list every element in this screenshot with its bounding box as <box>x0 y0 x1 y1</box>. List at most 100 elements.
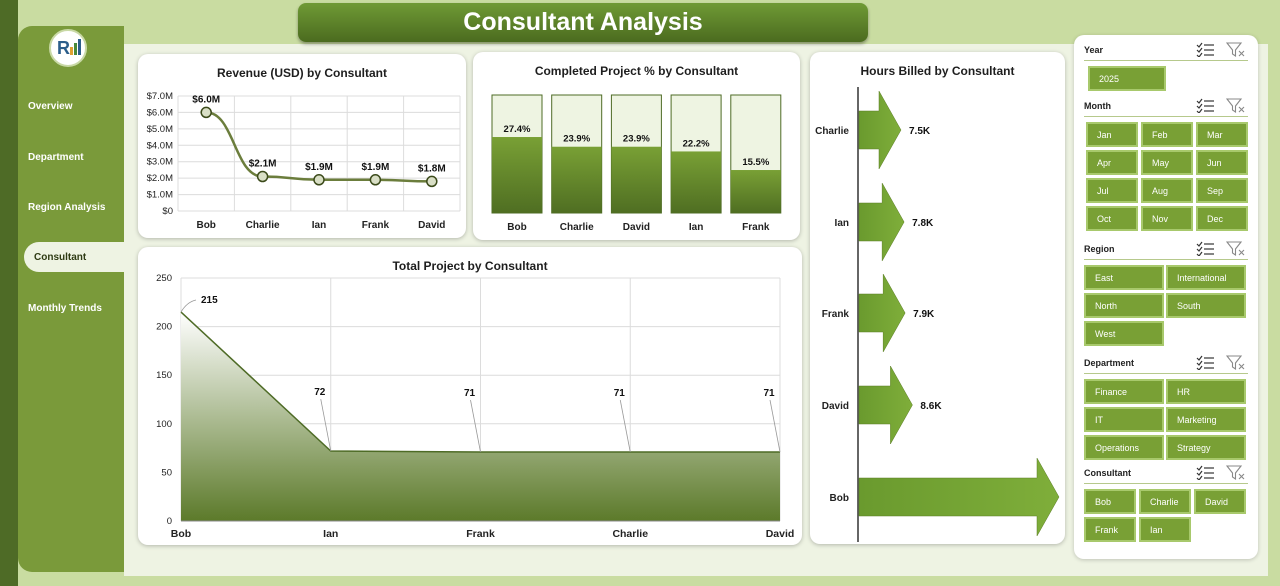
slicer-title: Region <box>1084 243 1115 254</box>
x-tick-label: Frank <box>362 220 390 231</box>
slicer-option-region[interactable]: West <box>1084 321 1164 346</box>
y-tick-label: $5.0M <box>147 124 173 135</box>
completed-data-label: 22.2% <box>683 138 710 149</box>
slicer-option-consultant[interactable]: David <box>1194 489 1246 514</box>
x-tick-label: David <box>766 528 795 540</box>
nav-overview[interactable]: Overview <box>28 100 73 112</box>
slicer-option-consultant[interactable]: Ian <box>1139 517 1191 542</box>
completed-data-label: 23.9% <box>623 134 650 145</box>
slicer-option-month[interactable]: Nov <box>1141 206 1193 231</box>
x-tick-label: Frank <box>466 528 495 540</box>
slicer-option-month[interactable]: Oct <box>1086 206 1138 231</box>
label-leader-line <box>619 399 631 453</box>
slicer-option-month[interactable]: Apr <box>1086 150 1138 175</box>
hours-arrow-bar <box>858 365 913 445</box>
company-logo: R <box>49 29 87 67</box>
completed-bar <box>671 151 722 213</box>
x-tick-label: David <box>623 222 650 233</box>
x-tick-label: Bob <box>507 222 526 233</box>
slicer-title: Year <box>1084 44 1104 55</box>
x-tick-label: Ian <box>312 220 326 231</box>
nav-region-analysis[interactable]: Region Analysis <box>28 201 106 213</box>
sidebar <box>18 26 124 572</box>
y-tick-label: $6.0M <box>147 107 173 118</box>
slicer-option-department[interactable]: Operations <box>1084 435 1164 460</box>
nav-department[interactable]: Department <box>28 151 84 163</box>
y-tick-label: 150 <box>156 370 172 381</box>
hours-data-label: 8.6K <box>920 401 942 412</box>
slicer-option-region[interactable]: International <box>1166 265 1246 290</box>
multi-select-icon[interactable] <box>1196 42 1216 57</box>
y-category-label: Charlie <box>815 126 849 137</box>
clear-filter-icon[interactable] <box>1226 98 1246 113</box>
slicer-option-department[interactable]: HR <box>1166 379 1246 404</box>
revenue-data-label: $1.9M <box>305 162 333 173</box>
nav-monthly-trends[interactable]: Monthly Trends <box>28 302 102 314</box>
projects-data-label: 71 <box>464 388 476 399</box>
completed-bar <box>611 146 662 213</box>
slicer-option-region[interactable]: South <box>1166 293 1246 318</box>
revenue-point <box>200 106 212 119</box>
y-tick-label: $4.0M <box>147 140 173 151</box>
slicer-option-month[interactable]: Jan <box>1086 122 1138 147</box>
slicer-header-year: Year <box>1084 39 1248 61</box>
slicer-option-month[interactable]: May <box>1141 150 1193 175</box>
multi-select-icon[interactable] <box>1196 241 1216 256</box>
slicer-option-month[interactable]: Jun <box>1196 150 1248 175</box>
slicer-option-department[interactable]: Strategy <box>1166 435 1246 460</box>
slicer-option-department[interactable]: Finance <box>1084 379 1164 404</box>
completed-bar <box>492 137 542 213</box>
x-tick-label: David <box>418 220 445 231</box>
slicer-option-month[interactable]: Aug <box>1141 178 1193 203</box>
y-category-label: David <box>822 401 849 412</box>
revenue-data-label: $2.1M <box>249 159 277 170</box>
slicer-title: Consultant <box>1084 467 1131 478</box>
slicer-option-consultant[interactable]: Charlie <box>1139 489 1191 514</box>
slicer-option-region[interactable]: East <box>1084 265 1164 290</box>
completed-data-label: 23.9% <box>563 134 590 145</box>
slicer-option-department[interactable]: Marketing <box>1166 407 1246 432</box>
clear-filter-icon[interactable] <box>1226 465 1246 480</box>
slicer-option-consultant[interactable]: Bob <box>1084 489 1136 514</box>
slicer-title: Month <box>1084 100 1111 111</box>
completed-bar <box>551 146 602 213</box>
clear-filter-icon[interactable] <box>1226 241 1246 256</box>
y-tick-label: 50 <box>161 467 172 478</box>
completed-bar <box>730 170 781 213</box>
projects-area-fill <box>181 312 780 521</box>
slicer-option-department[interactable]: IT <box>1084 407 1164 432</box>
clear-filter-icon[interactable] <box>1226 42 1246 57</box>
slicer-option-month[interactable]: Dec <box>1196 206 1248 231</box>
slicer-toolbar <box>1196 355 1246 370</box>
slicer-option-month[interactable]: Jul <box>1086 178 1138 203</box>
slicer-option-month[interactable]: Mar <box>1196 122 1248 147</box>
nav-consultant[interactable]: Consultant <box>24 242 124 272</box>
multi-select-icon[interactable] <box>1196 465 1216 480</box>
y-tick-label: $3.0M <box>147 157 173 168</box>
multi-select-icon[interactable] <box>1196 355 1216 370</box>
slicer-option-month[interactable]: Sep <box>1196 178 1248 203</box>
slicer-toolbar <box>1196 42 1246 57</box>
x-tick-label: Charlie <box>246 220 280 231</box>
y-tick-label: $0 <box>162 206 173 217</box>
slicer-option-year[interactable]: 2025 <box>1088 66 1166 91</box>
x-tick-label: Charlie <box>612 528 648 540</box>
slicer-header-consultant: Consultant <box>1084 462 1248 484</box>
revenue-chart: $7.0M $6.0M $5.0M $4.0M $3.0M $2.0M $1.0M $0 $6.… <box>147 91 461 231</box>
multi-select-icon[interactable] <box>1196 98 1216 113</box>
hours-arrow-bar <box>858 90 902 170</box>
completed-chart-title: Completed Project % by Consultant <box>534 64 739 78</box>
projects-chart: 250 200 150 100 50 0 215 Bob 72 Ian 71 Frank 71 Charl… <box>156 273 795 540</box>
sidebar-edge <box>0 0 18 586</box>
slicer-option-consultant[interactable]: Frank <box>1084 517 1136 542</box>
revenue-data-label: $1.9M <box>362 162 390 173</box>
revenue-point <box>426 175 438 188</box>
projects-chart-title: Total Project by Consultant <box>392 259 548 273</box>
projects-data-label: 215 <box>201 295 218 306</box>
slicer-option-month[interactable]: Feb <box>1141 122 1193 147</box>
slicer-option-region[interactable]: North <box>1084 293 1164 318</box>
slicer-header-region: Region <box>1084 238 1248 260</box>
x-tick-label: Bob <box>196 220 215 231</box>
slicer-toolbar <box>1196 241 1246 256</box>
clear-filter-icon[interactable] <box>1226 355 1246 370</box>
